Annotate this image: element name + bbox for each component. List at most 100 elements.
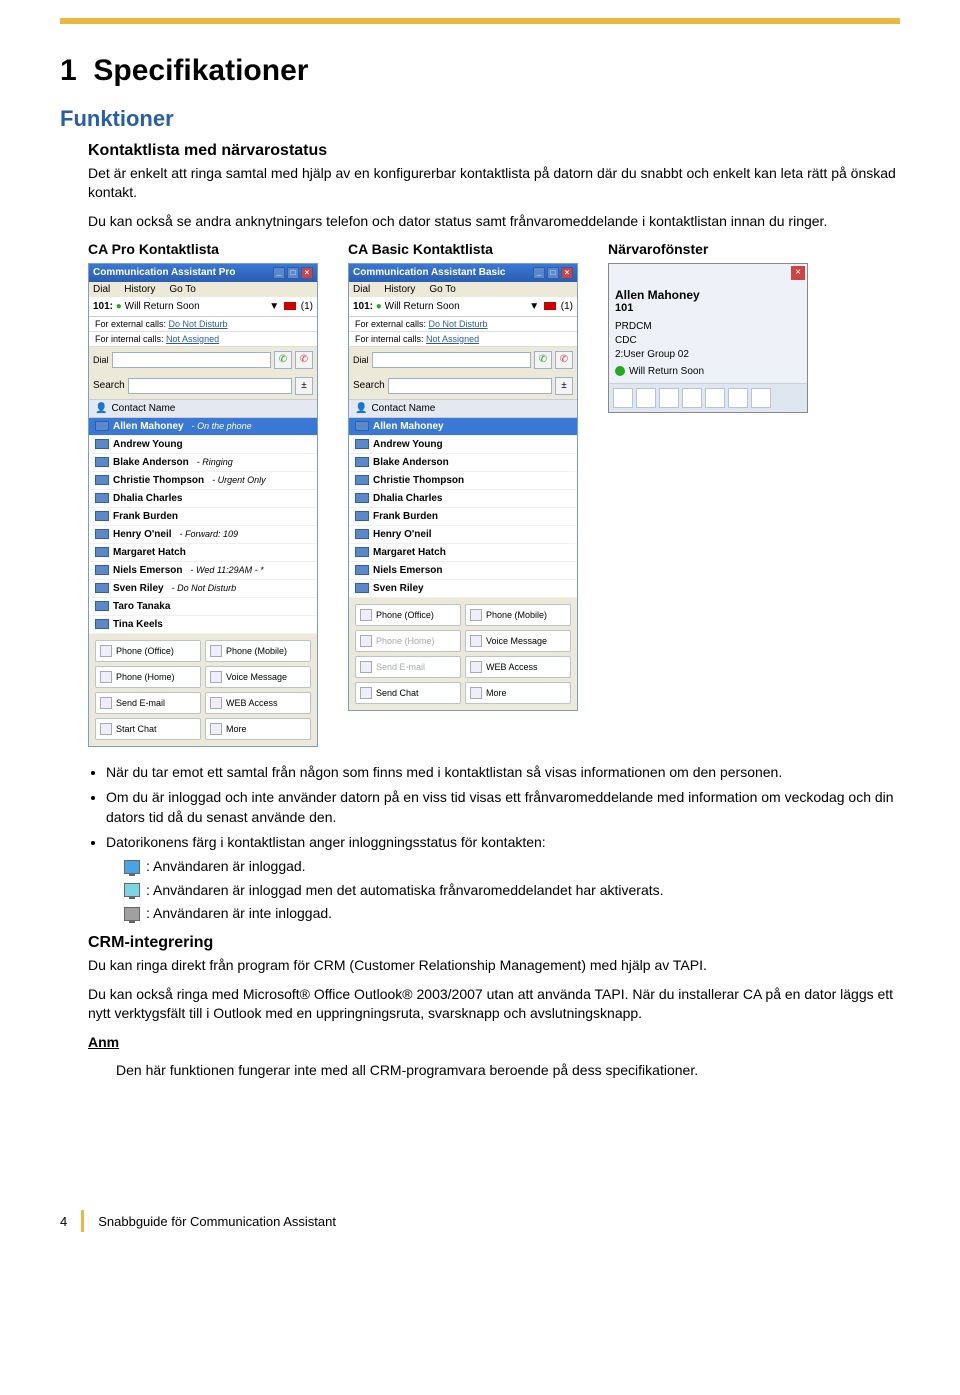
col-label-presence: Närvarofönster [608, 241, 808, 257]
action-button[interactable]: Voice Message [205, 666, 311, 688]
popup-toolbar-button[interactable] [659, 388, 679, 408]
popup-name: Allen Mahoney [615, 288, 801, 302]
popup-ext: 101 [615, 302, 801, 314]
contact-item[interactable]: Andrew Young [89, 436, 317, 454]
external-calls-line: For external calls: Do Not Disturb [89, 317, 317, 332]
contact-item[interactable]: Christie Thompson [349, 472, 577, 490]
menu-goto[interactable]: Go To [429, 284, 456, 295]
close-button[interactable]: × [301, 267, 313, 279]
external-link[interactable]: Do Not Disturb [169, 319, 228, 329]
popup-toolbar-button[interactable] [636, 388, 656, 408]
action-button[interactable]: Voice Message [465, 630, 571, 652]
presence-icon [95, 475, 109, 485]
menu-dial[interactable]: Dial [353, 284, 370, 295]
action-button[interactable]: Send Chat [355, 682, 461, 704]
contact-item[interactable]: Sven Riley [349, 580, 577, 598]
popup-toolbar-button[interactable] [751, 388, 771, 408]
action-button[interactable]: More [205, 718, 311, 740]
action-button[interactable]: WEB Access [205, 692, 311, 714]
minimize-button[interactable]: _ [533, 267, 545, 279]
contact-item[interactable]: Taro Tanaka [89, 598, 317, 616]
internal-link[interactable]: Not Assigned [166, 334, 219, 344]
internal-link[interactable]: Not Assigned [426, 334, 479, 344]
action-button[interactable]: Phone (Office) [95, 640, 201, 662]
contact-name: Christie Thompson [113, 475, 204, 486]
action-label: Voice Message [226, 672, 287, 682]
dial-label: Dial [93, 355, 109, 365]
hangup-button[interactable]: ✆ [555, 351, 573, 369]
contact-list-pro: Allen Mahoney- On the phoneAndrew YoungB… [89, 418, 317, 634]
popup-toolbar-button[interactable] [682, 388, 702, 408]
action-button[interactable]: Start Chat [95, 718, 201, 740]
maximize-button[interactable]: □ [547, 267, 559, 279]
action-grid-basic: Phone (Office)Phone (Mobile)Phone (Home)… [349, 598, 577, 710]
search-btn[interactable]: ± [295, 377, 313, 395]
app-window-pro: Communication Assistant Pro _ □ × Dial H… [88, 263, 318, 747]
minimize-button[interactable]: _ [273, 267, 285, 279]
menu-goto[interactable]: Go To [169, 284, 196, 295]
search-label: Search [353, 380, 385, 391]
contact-item[interactable]: Allen Mahoney- On the phone [89, 418, 317, 436]
contact-item[interactable]: Margaret Hatch [89, 544, 317, 562]
contact-item[interactable]: Frank Burden [89, 508, 317, 526]
internal-label: For internal calls: [95, 334, 164, 344]
contact-item[interactable]: Dhalia Charles [89, 490, 317, 508]
contact-item[interactable]: Niels Emerson [349, 562, 577, 580]
popup-close-button[interactable]: × [791, 266, 805, 280]
presence-icon [95, 619, 109, 629]
contact-item[interactable]: Henry O'neil [349, 526, 577, 544]
popup-toolbar-button[interactable] [728, 388, 748, 408]
flag-icon[interactable] [284, 302, 296, 310]
contact-item[interactable]: Frank Burden [349, 508, 577, 526]
contact-name: Margaret Hatch [113, 547, 186, 558]
col-presence: Närvarofönster × Allen Mahoney 101 PRDCM… [608, 241, 808, 413]
search-input[interactable] [128, 378, 292, 394]
bullet-list: När du tar emot ett samtal från någon so… [88, 763, 900, 924]
monitor-icon-gray [124, 907, 140, 921]
popup-toolbar-button[interactable] [705, 388, 725, 408]
contact-item[interactable]: Andrew Young [349, 436, 577, 454]
contact-item[interactable]: Sven Riley- Do Not Disturb [89, 580, 317, 598]
action-button[interactable]: Send E-mail [95, 692, 201, 714]
icon-line-text: : Användaren är inte inloggad. [146, 904, 332, 924]
badge: (1) [301, 301, 313, 312]
action-label: Send E-mail [116, 698, 165, 708]
call-button[interactable]: ✆ [274, 351, 292, 369]
action-button[interactable]: Phone (Mobile) [465, 604, 571, 626]
contact-item[interactable]: Blake Anderson [349, 454, 577, 472]
action-button[interactable]: Phone (Mobile) [205, 640, 311, 662]
search-input[interactable] [388, 378, 552, 394]
hangup-button[interactable]: ✆ [295, 351, 313, 369]
intro-paragraph-1: Det är enkelt att ringa samtal med hjälp… [88, 164, 900, 202]
contact-item[interactable]: Allen Mahoney [349, 418, 577, 436]
close-button[interactable]: × [561, 267, 573, 279]
menu-history[interactable]: History [384, 284, 415, 295]
external-link[interactable]: Do Not Disturb [429, 319, 488, 329]
contact-item[interactable]: Blake Anderson- Ringing [89, 454, 317, 472]
popup-toolbar-button[interactable] [613, 388, 633, 408]
person-icon: 👤 [355, 403, 367, 414]
action-button[interactable]: WEB Access [465, 656, 571, 678]
contact-name: Niels Emerson [113, 565, 182, 576]
contact-item[interactable]: Tina Keels [89, 616, 317, 634]
contact-item[interactable]: Henry O'neil- Forward: 109 [89, 526, 317, 544]
contact-item[interactable]: Margaret Hatch [349, 544, 577, 562]
dial-combo[interactable] [372, 352, 531, 368]
search-btn[interactable]: ± [555, 377, 573, 395]
contact-item[interactable]: Dhalia Charles [349, 490, 577, 508]
contact-item[interactable]: Niels Emerson- Wed 11:29AM - * [89, 562, 317, 580]
menu-history[interactable]: History [124, 284, 155, 295]
action-button[interactable]: More [465, 682, 571, 704]
three-column-screenshots: CA Pro Kontaktlista Communication Assist… [88, 241, 900, 747]
presence-row-basic: 101: ● Will Return Soon ▼ (1) [349, 297, 577, 317]
action-button[interactable]: Phone (Office) [355, 604, 461, 626]
call-button[interactable]: ✆ [534, 351, 552, 369]
flag-icon[interactable] [544, 302, 556, 310]
contact-item[interactable]: Christie Thompson- Urgent Only [89, 472, 317, 490]
footer-title: Snabbguide för Communication Assistant [98, 1214, 336, 1229]
maximize-button[interactable]: □ [287, 267, 299, 279]
action-button[interactable]: Phone (Home) [95, 666, 201, 688]
badge: (1) [561, 301, 573, 312]
dial-combo[interactable] [112, 352, 271, 368]
menu-dial[interactable]: Dial [93, 284, 110, 295]
